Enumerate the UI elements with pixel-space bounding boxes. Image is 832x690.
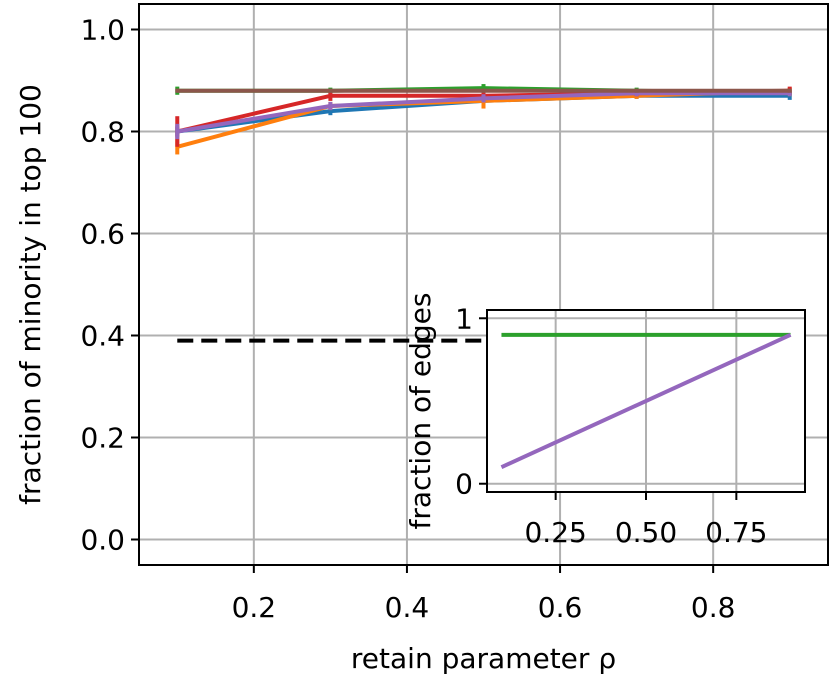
y-tick-label: 1.0 [80,14,125,47]
inset-series [500,332,792,470]
main-ticks: 0.2 0.4 0.6 0.8 0.0 0.2 0.4 0.6 0.8 1.0 [80,14,735,625]
x-tick-label: 0.2 [232,591,277,624]
main-plot-frame [138,3,829,566]
x-tick-label: 0.25 [524,516,586,549]
y-tick-label: 0.8 [80,116,125,149]
y-tick-label: 0.2 [80,422,125,455]
inset-ticks: 0.25 0.50 0.75 0 1 [455,302,767,549]
x-tick-label: 0.6 [538,591,583,624]
y-tick-label: 0.6 [80,218,125,251]
y-tick-label: 0.0 [80,524,125,557]
y-tick-label: 0.4 [80,320,125,353]
y-tick-label: 0 [455,468,473,501]
x-tick-label: 0.4 [385,591,430,624]
y-axis-title: fraction of minority in top 100 [14,84,47,505]
inset-series-line [500,332,792,470]
inset-y-axis-title: fraction of edges [404,293,437,530]
x-axis-title: retain parameter ρ [351,642,616,675]
inset-plot: 0.25 0.50 0.75 0 1 fraction of edges [404,293,806,549]
y-tick-label: 1 [455,302,473,335]
x-tick-label: 0.75 [705,516,767,549]
x-tick-label: 0.50 [615,516,677,549]
x-tick-label: 0.8 [691,591,736,624]
